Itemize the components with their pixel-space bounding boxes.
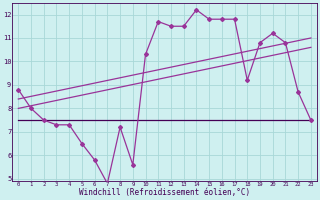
X-axis label: Windchill (Refroidissement éolien,°C): Windchill (Refroidissement éolien,°C) bbox=[79, 188, 250, 197]
